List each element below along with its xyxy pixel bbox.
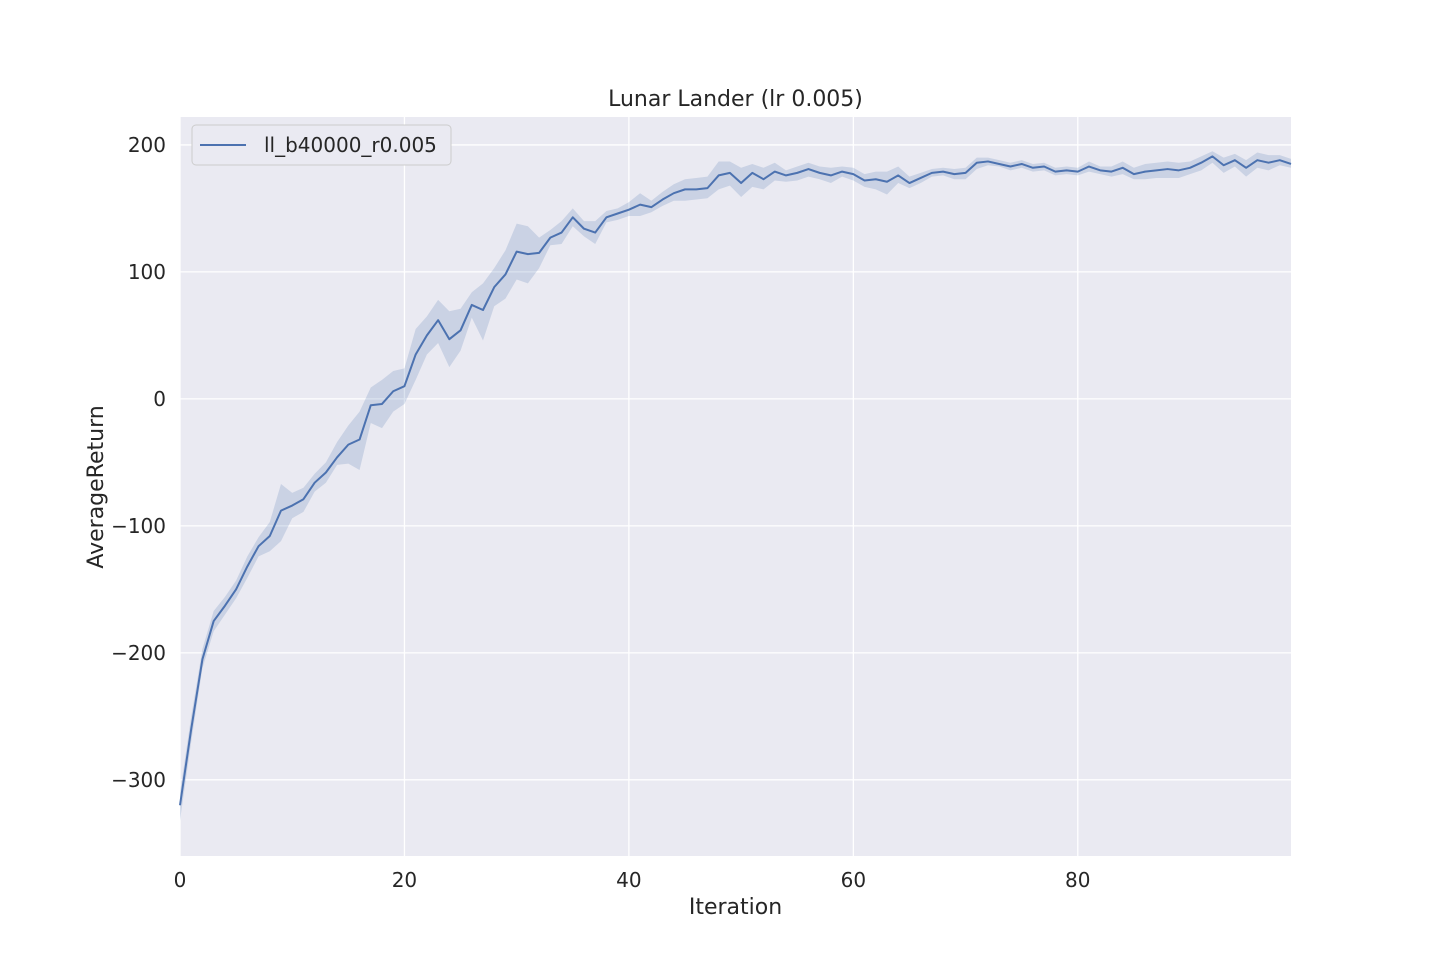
y-tick-labels: −300 −200 −100 0 100 200 bbox=[111, 133, 166, 792]
x-tick-label: 40 bbox=[616, 868, 641, 892]
legend-box bbox=[191, 124, 452, 166]
x-tick-labels: 0 20 40 60 80 bbox=[174, 868, 1091, 892]
legend-label: ll_b40000_r0.005 bbox=[264, 133, 437, 157]
chart-title: Lunar Lander (lr 0.005) bbox=[608, 87, 863, 112]
series-line bbox=[179, 155, 1292, 806]
series-lines bbox=[179, 155, 1292, 806]
confidence-band bbox=[180, 151, 1291, 821]
y-tick-label: −100 bbox=[111, 514, 166, 538]
x-tick-label: 80 bbox=[1065, 868, 1090, 892]
y-tick-label: 0 bbox=[153, 387, 166, 411]
x-tick-label: 20 bbox=[392, 868, 417, 892]
y-axis-label: AverageReturn bbox=[84, 405, 109, 568]
y-tick-label: −200 bbox=[111, 641, 166, 665]
legend: ll_b40000_r0.005 bbox=[191, 124, 452, 166]
y-tick-label: −300 bbox=[111, 768, 166, 792]
plot-area bbox=[180, 117, 1291, 856]
series-band bbox=[180, 151, 1291, 821]
y-tick-label: 100 bbox=[128, 260, 166, 284]
x-axis-label: Iteration bbox=[689, 895, 782, 920]
x-tick-label: 0 bbox=[174, 868, 187, 892]
x-tick-label: 60 bbox=[841, 868, 866, 892]
y-tick-label: 200 bbox=[128, 133, 166, 157]
